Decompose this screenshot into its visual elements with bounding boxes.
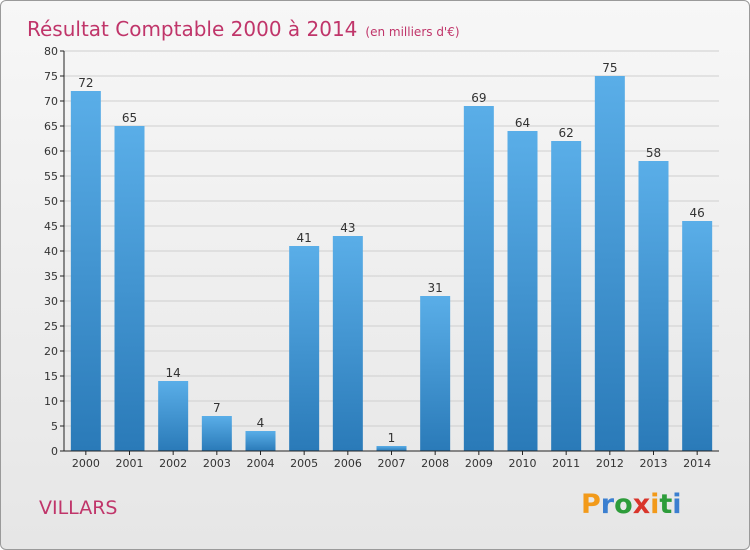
- bar-2004: [245, 431, 276, 451]
- y-tick-label: 50: [44, 195, 58, 208]
- x-tick-label-2002: 2002: [159, 457, 187, 470]
- data-label-2009: 69: [471, 91, 486, 105]
- x-tick-label-2009: 2009: [465, 457, 493, 470]
- bar-2011: [551, 141, 582, 451]
- bar-2005: [289, 246, 320, 451]
- bar-2010: [507, 131, 538, 451]
- unit-note: (en milliers d'€): [365, 25, 460, 39]
- x-tick-label-2012: 2012: [596, 457, 624, 470]
- chart-title-text: Résultat Comptable 2000 à 2014: [27, 17, 358, 41]
- x-tick-label-2007: 2007: [378, 457, 406, 470]
- data-label-2011: 62: [559, 126, 574, 140]
- y-tick-label: 65: [44, 120, 58, 133]
- x-tick-label-2000: 2000: [72, 457, 100, 470]
- bar-2014: [682, 221, 713, 451]
- data-label-2007: 1: [388, 431, 396, 445]
- data-label-2006: 43: [340, 221, 355, 235]
- bar-2013: [638, 161, 669, 451]
- x-tick-label-2005: 2005: [290, 457, 318, 470]
- x-tick-label-2003: 2003: [203, 457, 231, 470]
- bar-2012: [594, 76, 625, 451]
- bar-2009: [463, 106, 494, 451]
- commune-name: VILLARS: [39, 497, 118, 519]
- y-tick-label: 35: [44, 270, 58, 283]
- x-tick-label-2006: 2006: [334, 457, 362, 470]
- y-tick-label: 15: [44, 370, 58, 383]
- data-label-2012: 75: [602, 61, 617, 75]
- x-tick-label-2001: 2001: [116, 457, 144, 470]
- data-label-2004: 4: [257, 416, 265, 430]
- bar-2007: [376, 446, 407, 451]
- data-label-2000: 72: [78, 76, 93, 90]
- data-label-2013: 58: [646, 146, 661, 160]
- y-tick-label: 70: [44, 95, 58, 108]
- data-label-2002: 14: [166, 366, 181, 380]
- x-tick-label-2011: 2011: [552, 457, 580, 470]
- chart-title: Résultat Comptable 2000 à 2014 (en millie…: [27, 6, 460, 44]
- data-label-2014: 46: [690, 206, 705, 220]
- y-tick-label: 25: [44, 320, 58, 333]
- x-tick-label-2014: 2014: [683, 457, 711, 470]
- y-tick-label: 0: [51, 445, 58, 458]
- data-label-2008: 31: [428, 281, 443, 295]
- y-tick-label: 20: [44, 345, 58, 358]
- bar-2000: [70, 91, 101, 451]
- bar-2008: [420, 296, 451, 451]
- data-label-2005: 41: [297, 231, 312, 245]
- y-tick-label: 60: [44, 145, 58, 158]
- y-tick-label: 45: [44, 220, 58, 233]
- y-tick-label: 40: [44, 245, 58, 258]
- x-tick-label-2013: 2013: [640, 457, 668, 470]
- y-tick-label: 5: [51, 420, 58, 433]
- y-tick-label: 80: [44, 45, 58, 58]
- bar-2006: [332, 236, 363, 451]
- data-label-2001: 65: [122, 111, 137, 125]
- data-label-2010: 64: [515, 116, 530, 130]
- x-tick-label-2008: 2008: [421, 457, 449, 470]
- x-tick-label-2004: 2004: [247, 457, 275, 470]
- y-tick-label: 55: [44, 170, 58, 183]
- data-label-2003: 7: [213, 401, 221, 415]
- bar-2002: [158, 381, 189, 451]
- y-tick-label: 10: [44, 395, 58, 408]
- bar-2001: [114, 126, 145, 451]
- proxiti-logo: Proxiti: [581, 489, 682, 520]
- y-tick-label: 30: [44, 295, 58, 308]
- bar-2003: [201, 416, 232, 451]
- x-tick-label-2010: 2010: [509, 457, 537, 470]
- y-tick-label: 75: [44, 70, 58, 83]
